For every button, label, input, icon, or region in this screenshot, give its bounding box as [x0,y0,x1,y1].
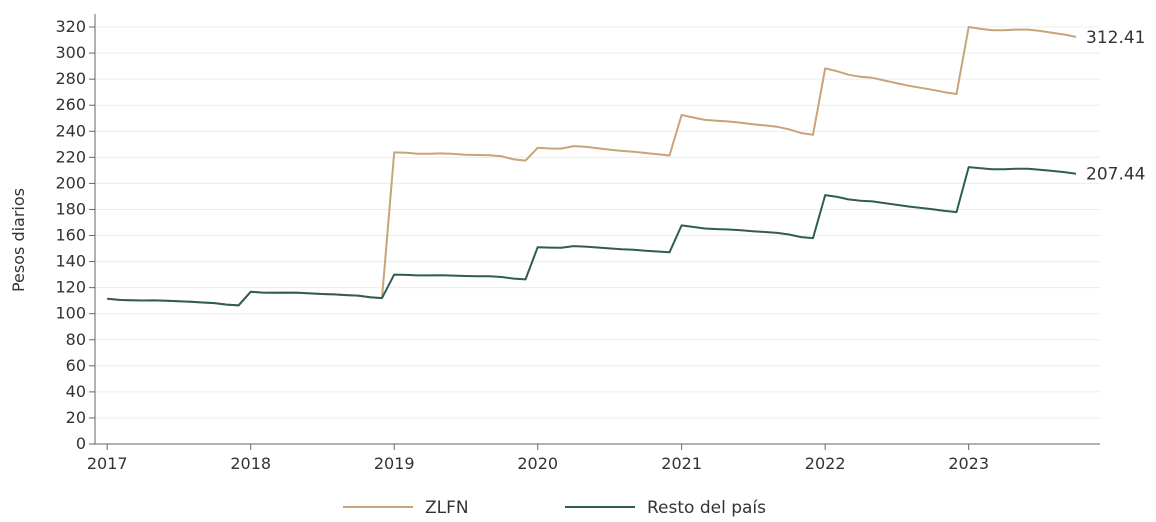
series-end-label: 312.41 [1086,28,1145,48]
legend-label: ZLFN [425,498,469,518]
series-lines [107,26,1077,307]
y-tick-label: 40 [66,382,86,401]
y-tick-label: 240 [55,121,86,140]
y-tick-label: 260 [55,95,86,114]
y-tick-label: 60 [66,356,86,375]
y-tick-label: 80 [66,330,86,349]
y-axis-title: Pesos diarios [9,188,28,292]
y-tick-label: 180 [55,199,86,218]
y-tick-label: 0 [76,434,86,453]
x-tick-label: 2017 [87,454,128,473]
series-end-label: 207.44 [1086,165,1145,185]
series-line-0 [107,26,1077,307]
y-tick-label: 20 [66,408,86,427]
y-tick-label: 320 [55,17,86,36]
y-tick-label: 200 [55,173,86,192]
legend-label: Resto del país [647,498,766,518]
series-line-1 [107,166,1077,307]
x-tick-label: 2022 [805,454,846,473]
legend: ZLFN Resto del país [343,498,766,518]
x-tick-label: 2018 [230,454,271,473]
x-tick-label: 2020 [517,454,558,473]
grid-lines [95,26,1100,445]
y-tick-label: 100 [55,304,86,323]
end-labels: 312.41 207.44 [1086,28,1145,185]
x-tick-label: 2023 [948,454,989,473]
y-tick-label: 300 [55,43,86,62]
x-tick-label: 2019 [374,454,415,473]
y-tick-label: 120 [55,278,86,297]
axes: 0 20 40 60 80 100 120 140 160 180 200 220 240 260 280 3… [55,14,1100,473]
y-tick-label: 280 [55,69,86,88]
y-tick-label: 140 [55,252,86,271]
y-tick-label: 220 [55,147,86,166]
x-tick-label: 2021 [661,454,702,473]
y-tick-label: 160 [55,226,86,245]
